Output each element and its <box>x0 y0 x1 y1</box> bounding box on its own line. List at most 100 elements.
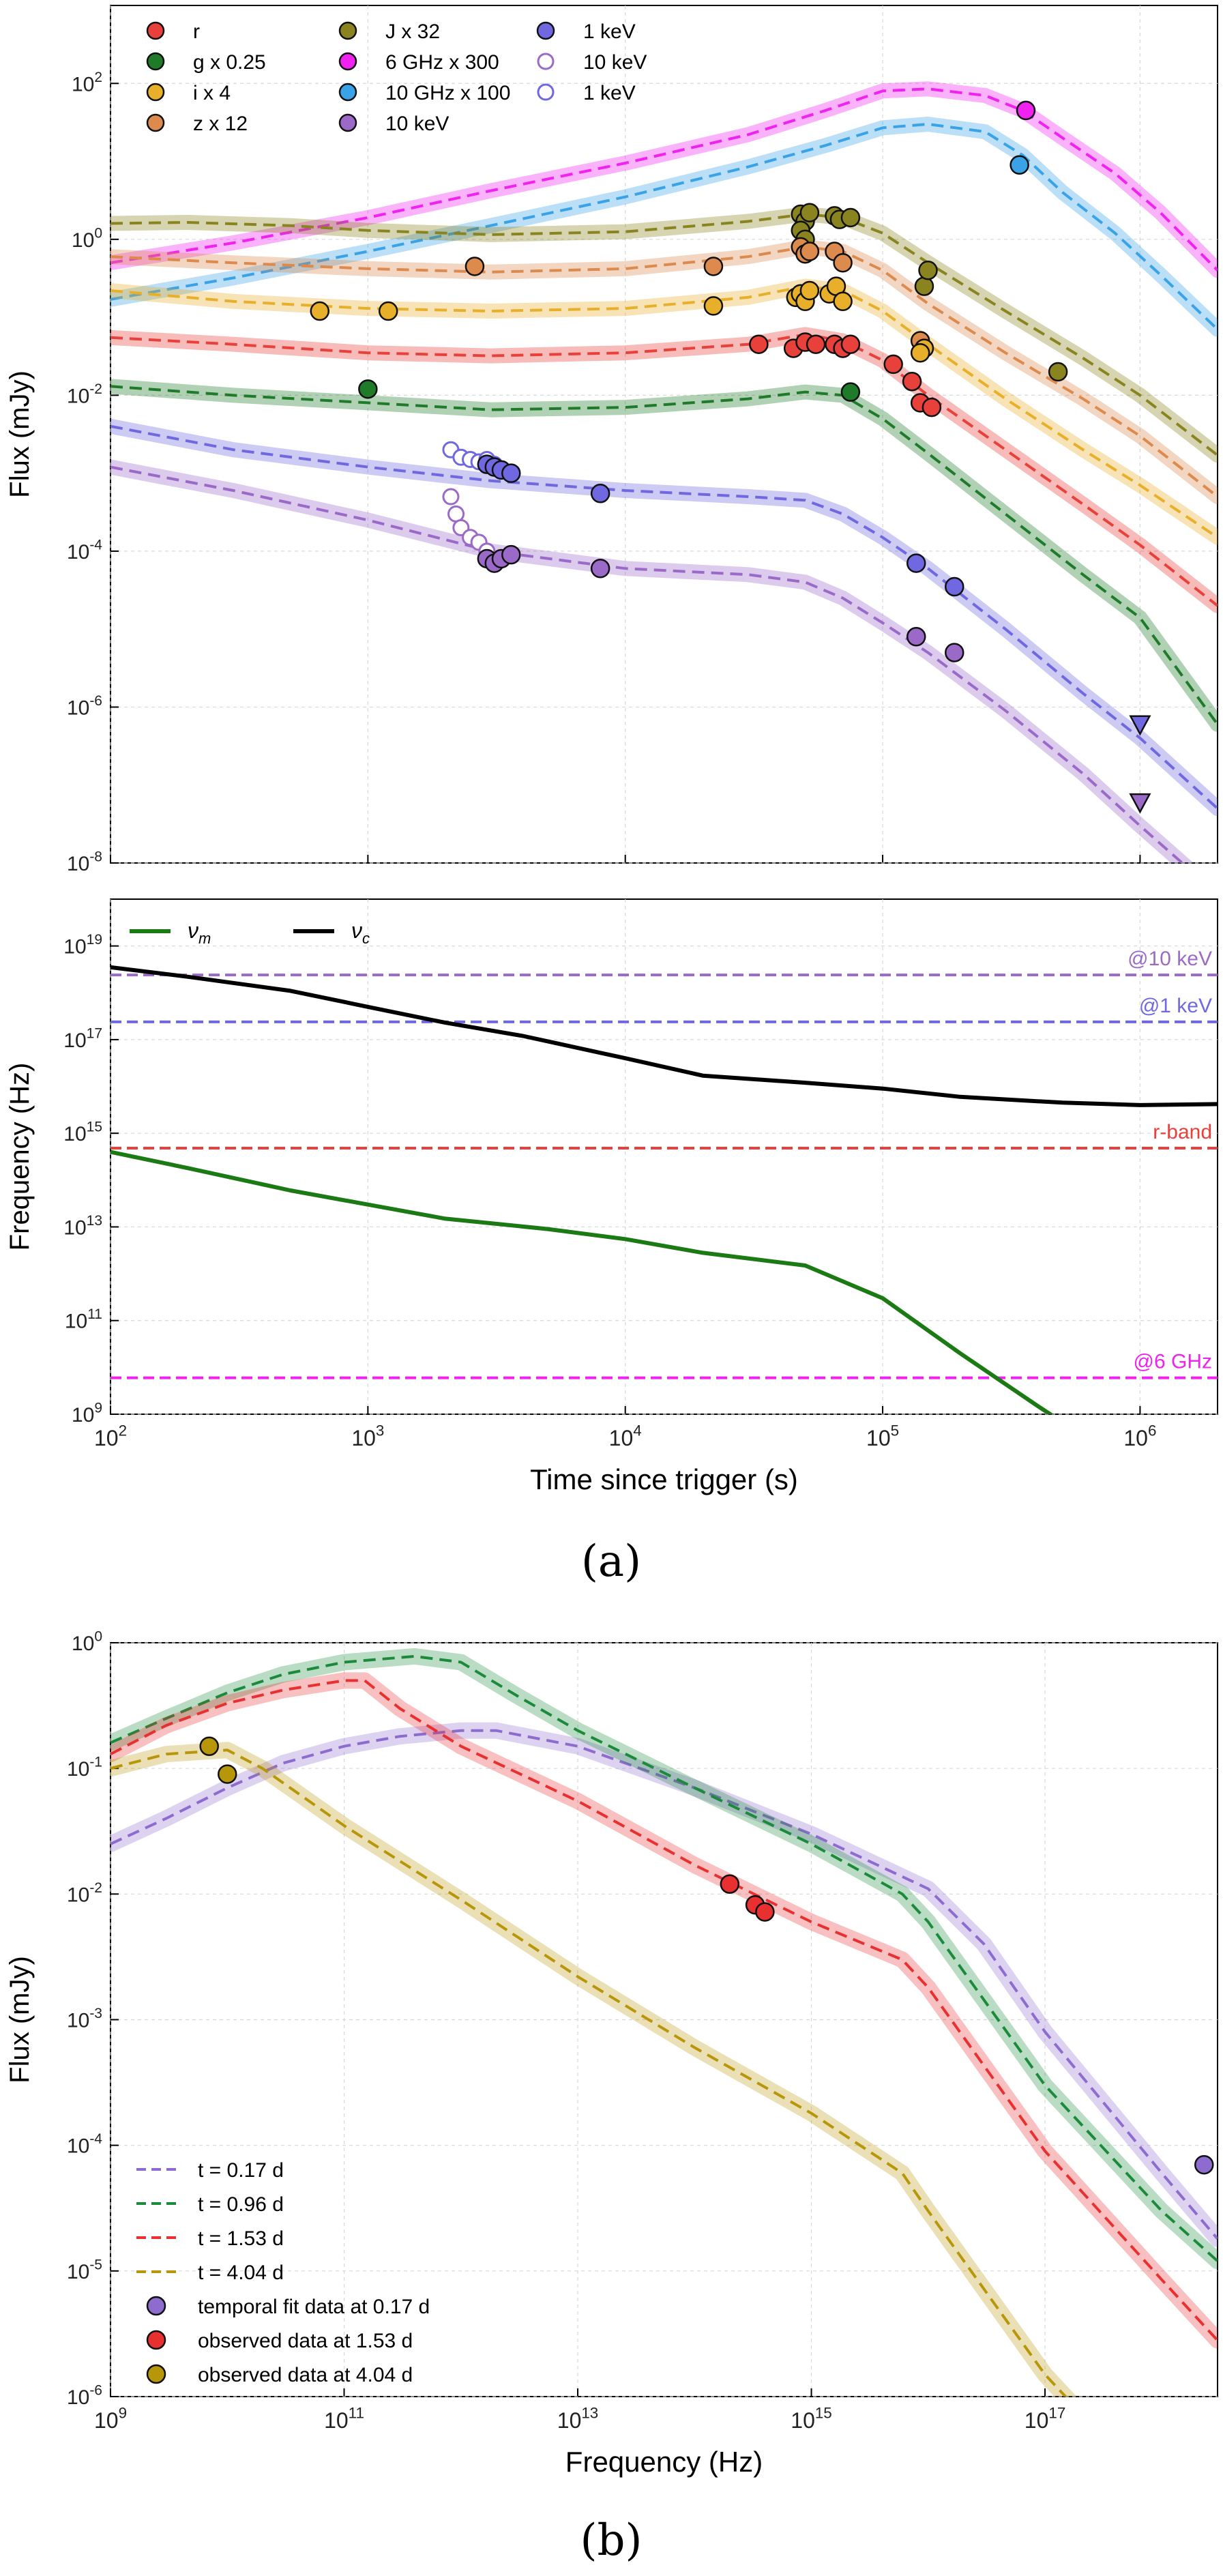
legend-label: 10 keV <box>583 51 647 74</box>
frequency-reference-label: @6 GHz <box>1134 1351 1212 1373</box>
data-point-ghz10 <box>1010 155 1029 175</box>
legend-label: 10 keV <box>385 113 449 135</box>
model-line-z <box>110 245 1218 498</box>
data-point-J <box>1048 362 1068 382</box>
data-point-r <box>806 334 826 354</box>
legend-label: J x 32 <box>385 20 440 43</box>
legend-label: z x 12 <box>193 113 248 135</box>
upper-limit-kev1 <box>1129 715 1151 736</box>
legend-marker-r <box>146 21 165 40</box>
legend-marker-z <box>146 113 165 132</box>
y-tick-label: 10-5 <box>67 2257 102 2283</box>
data-point-r <box>840 334 861 354</box>
y-axis-label: Flux (mJy) <box>5 370 35 498</box>
data-point-i <box>833 291 853 312</box>
frequency-reference-label: r-band <box>1153 1121 1212 1143</box>
x-tick-label: 104 <box>609 1422 642 1450</box>
legend-marker-ghz10 <box>338 83 357 102</box>
data-point-g <box>358 379 378 399</box>
legend-marker-ghz6 <box>338 52 357 71</box>
legend-label: t = 0.17 d <box>198 2159 284 2182</box>
sed-data-point-sed_404 <box>218 1764 237 1784</box>
data-point-i <box>310 301 330 321</box>
legend-marker-g <box>146 52 165 71</box>
x-axis-label: Frequency (Hz) <box>565 2446 763 2478</box>
upper-limit-kev10 <box>1129 793 1151 814</box>
data-point-kev10 <box>501 544 521 565</box>
x-tick-label: 103 <box>351 1422 384 1450</box>
x-axis-label: Time since trigger (s) <box>530 1463 798 1495</box>
data-point-kev1 <box>944 576 964 597</box>
sed-data-point-sed_153 <box>720 1874 740 1894</box>
y-tick-label: 10-4 <box>67 537 102 564</box>
legend-label: t = 4.04 d <box>198 2262 284 2284</box>
y-tick-label: 100 <box>72 1629 102 1656</box>
x-tick-label: 102 <box>94 1422 127 1450</box>
legend-marker-kev10 <box>537 53 555 70</box>
y-tick-label: 10-8 <box>67 849 102 876</box>
data-point-kev1 <box>590 484 610 503</box>
legend-marker-kev1 <box>536 21 555 40</box>
legend-marker-kev10 <box>338 113 357 132</box>
legend-label: t = 0.96 d <box>198 2193 284 2216</box>
y-tick-label: 109 <box>72 1401 102 1427</box>
y-axis-label: Frequency (Hz) <box>5 1063 35 1251</box>
x-tick-label: 109 <box>94 2405 127 2433</box>
sed-line-sed_404 <box>110 1748 1067 2397</box>
frequency-reference-label: @10 keV <box>1128 948 1212 970</box>
legend-marker-sed_153 <box>146 2330 166 2350</box>
legend-label: νm <box>188 918 211 947</box>
y-tick-label: 10-6 <box>67 2383 102 2410</box>
open-data-point-kev10 <box>442 488 460 506</box>
legend-marker-kev1 <box>537 83 555 101</box>
legend-marker-i <box>146 83 165 102</box>
caption-b: (b) <box>580 2515 643 2566</box>
data-point-kev10 <box>944 643 964 662</box>
y-tick-label: 1019 <box>63 932 102 958</box>
model-line-g <box>110 385 1218 725</box>
break-frequency-line-nu_m <box>110 1150 1055 1414</box>
data-point-kev1 <box>906 553 926 573</box>
break-frequency-line-nu_c <box>110 965 1218 1107</box>
data-point-z <box>465 257 485 276</box>
data-point-z <box>703 257 724 276</box>
x-tick-label: 1013 <box>557 2405 599 2433</box>
model-line-ghz10 <box>110 122 1218 331</box>
data-point-J <box>840 207 861 228</box>
legend-label: 10 GHz x 100 <box>385 82 510 104</box>
data-point-g <box>840 382 861 402</box>
legend-label: 1 keV <box>583 20 636 43</box>
data-point-J <box>918 261 938 280</box>
data-point-J <box>799 203 820 222</box>
plot-area <box>110 1648 1218 2397</box>
model-line-kev10 <box>110 465 1185 863</box>
data-point-i <box>378 301 398 321</box>
x-tick-label: 1015 <box>791 2405 832 2433</box>
data-point-r <box>749 334 769 354</box>
data-point-kev1 <box>501 463 521 483</box>
data-point-J <box>914 276 934 296</box>
y-tick-label: 1015 <box>63 1119 102 1146</box>
model-line-r <box>110 333 1218 607</box>
plot-area <box>110 965 1218 1414</box>
sed-line-sed_153 <box>110 1679 1218 2341</box>
panel-b-sed: 109 1011 1013 1015 1017 10-6 10-5 10-4 10-3 10-2 1… <box>5 1629 1218 2478</box>
y-tick-label: 10-4 <box>67 2131 102 2158</box>
x-tick-label: 1011 <box>324 2405 364 2433</box>
y-tick-label: 10-1 <box>67 1755 102 1781</box>
data-point-ghz6 <box>1016 100 1036 121</box>
legend-label: observed data at 1.53 d <box>198 2330 413 2352</box>
y-tick-label: 10-6 <box>67 693 102 720</box>
y-tick-label: 1013 <box>63 1213 102 1240</box>
sed-data-point-sed_404 <box>199 1736 219 1756</box>
model-line-ghz6 <box>110 87 1218 272</box>
legend-label: g x 0.25 <box>193 51 266 74</box>
x-tick-label: 1017 <box>1025 2405 1066 2433</box>
caption-a: (a) <box>581 1536 641 1587</box>
legend-label: 6 GHz x 300 <box>385 51 499 74</box>
data-point-i <box>799 280 820 301</box>
y-axis-label: Flux (mJy) <box>5 1956 35 2083</box>
y-tick-label: 10-2 <box>67 381 102 408</box>
